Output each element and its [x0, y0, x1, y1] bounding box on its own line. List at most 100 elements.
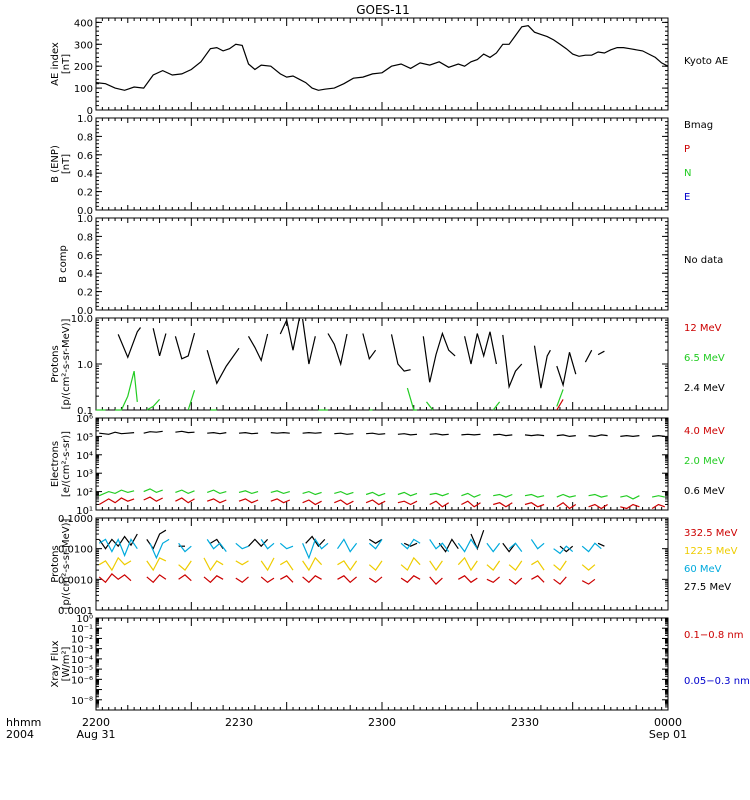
series-line-2-0-mev [302, 490, 322, 496]
series-line-122-5-mev [279, 560, 294, 571]
x-tick-date: Sep 01 [649, 728, 687, 741]
series-line-4-0-mev [651, 503, 666, 510]
series-line-4-0-mev [206, 498, 227, 504]
x-tick-label: 0000 [654, 716, 682, 729]
series-line-2-0-mev [334, 490, 354, 496]
series-line-2-0-mev [588, 493, 608, 498]
series-line-6-5-mev [492, 401, 501, 411]
panel-frame [95, 317, 669, 411]
series-line-0-6-mev [588, 434, 608, 438]
series-line-332-5-mev [553, 576, 567, 585]
series-line-4-0-mev [493, 502, 513, 508]
series-line-122-5-mev [486, 560, 501, 571]
legend-entry: P [684, 144, 690, 155]
series-line-27-5-mev [146, 529, 167, 550]
legend-entry: 2.0 MeV [684, 456, 725, 467]
series-line-4-0-mev [238, 498, 259, 504]
y-axis-label: [W/m²] [61, 646, 72, 681]
series-line-27-5-mev [98, 533, 138, 550]
series-line-6-5-mev [115, 370, 138, 411]
series-line-2-4-mev [533, 345, 551, 389]
series-line-332-5-mev [508, 577, 523, 585]
series-line-122-5-mev [203, 557, 224, 572]
series-line-4-0-mev [620, 503, 640, 510]
series-line-4-0-mev [334, 499, 354, 506]
legend-entry: Bmag [684, 120, 713, 131]
series-line-4-0-mev [302, 499, 322, 506]
series-line-4-0-mev [461, 500, 481, 508]
series-line-332-5-mev [178, 574, 192, 582]
series-line-2-4-mev [597, 350, 605, 356]
series-line-0-6-mev [143, 430, 163, 434]
series-line-2-0-mev [651, 495, 665, 498]
y-axis-label: B comp [58, 245, 69, 283]
panel-bcomp: 0.0 0.2 0.4 0.6 0.8 1.0 B comp No data [58, 214, 723, 317]
legend-entry: E [684, 192, 690, 203]
y-tick-label: 200 [74, 62, 93, 73]
series-line-0-6-mev [175, 430, 195, 434]
y-tick-label: 0 [87, 106, 93, 117]
panel-frame [95, 17, 669, 111]
series-line-4-0-mev [365, 499, 386, 506]
series-line-332-5-mev [302, 575, 322, 584]
series-line-2-0-mev [206, 489, 227, 495]
series-line-122-5-mev [553, 560, 567, 571]
series-line-332-5-mev [260, 576, 275, 584]
y-tick-label: 10³ [76, 469, 93, 480]
panel-frame [95, 517, 669, 611]
series-line-60-mev [530, 539, 545, 550]
y-axis-label: Electrons [50, 441, 61, 487]
legend-entry: 27.5 MeV [684, 582, 731, 593]
series-line-2-4-mev [390, 334, 411, 372]
x-tick-label: 2230 [225, 716, 253, 729]
series-line-27-5-mev [597, 542, 605, 547]
series-line-122-5-mev [581, 564, 596, 571]
y-tick-label: 0.0010 [58, 575, 93, 586]
series-line-60-mev [235, 542, 249, 550]
series-line-27-5-mev [248, 538, 269, 548]
time-axis-row2: 2004 [6, 728, 34, 741]
series-line-2-0-mev [461, 492, 481, 498]
series-line-2-4-mev [556, 352, 577, 388]
series-line-332-5-mev [531, 575, 545, 583]
series-line-4-0-mev [98, 497, 135, 506]
series-line-2-0-mev [175, 489, 195, 495]
y-tick-label: 0.1000 [58, 514, 93, 525]
series-line-122-5-mev [337, 560, 358, 572]
series-line-60-mev [400, 538, 421, 550]
legend-entry: No data [684, 255, 723, 266]
series-line-4-0-mev [175, 497, 195, 504]
y-tick-label: 10⁵ [76, 432, 93, 443]
series-line-2-0-mev [397, 491, 418, 497]
series-line-2-0-mev [620, 495, 640, 500]
series-line-60-mev [302, 538, 329, 560]
series-line-0-6-mev [238, 431, 259, 435]
series-line-60-mev [98, 537, 138, 558]
y-axis-label: [p/(cm²-s-sr-MeV)] [61, 518, 72, 609]
series-line-60-mev [457, 538, 478, 553]
series-line-122-5-mev [260, 557, 275, 572]
y-tick-label: 10⁻⁶ [71, 675, 93, 686]
x-tick-label: 2330 [511, 716, 539, 729]
legend-entry: 60 MeV [684, 564, 722, 575]
series-line-0-6-mev [99, 431, 135, 435]
series-line-0-6-mev [524, 434, 545, 437]
x-tick-date: Aug 31 [77, 728, 116, 741]
series-line-332-5-mev [280, 575, 294, 583]
series-line-122-5-mev [508, 560, 523, 571]
series-line-27-5-mev [368, 538, 383, 545]
series-line-122-5-mev [400, 556, 421, 572]
series-line-0-6-mev [334, 432, 354, 435]
series-line-332-5-mev [486, 576, 500, 584]
series-line-2-4-mev [464, 331, 497, 365]
series-line-60-mev [149, 538, 170, 560]
y-tick-label: 0.0100 [58, 545, 93, 556]
y-axis-label: [nT] [61, 154, 72, 174]
series-line-122-5-mev [457, 556, 478, 572]
series-line-60-mev [260, 539, 275, 550]
legend-entry: 12 MeV [684, 323, 722, 334]
series-line-0-6-mev [429, 433, 449, 436]
y-tick-label: 10⁰ [76, 614, 93, 625]
